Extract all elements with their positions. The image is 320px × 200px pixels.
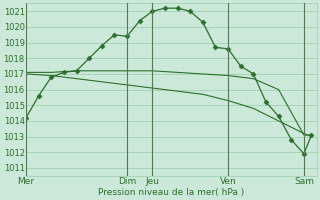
X-axis label: Pression niveau de la mer( hPa ): Pression niveau de la mer( hPa ) [98,188,244,197]
